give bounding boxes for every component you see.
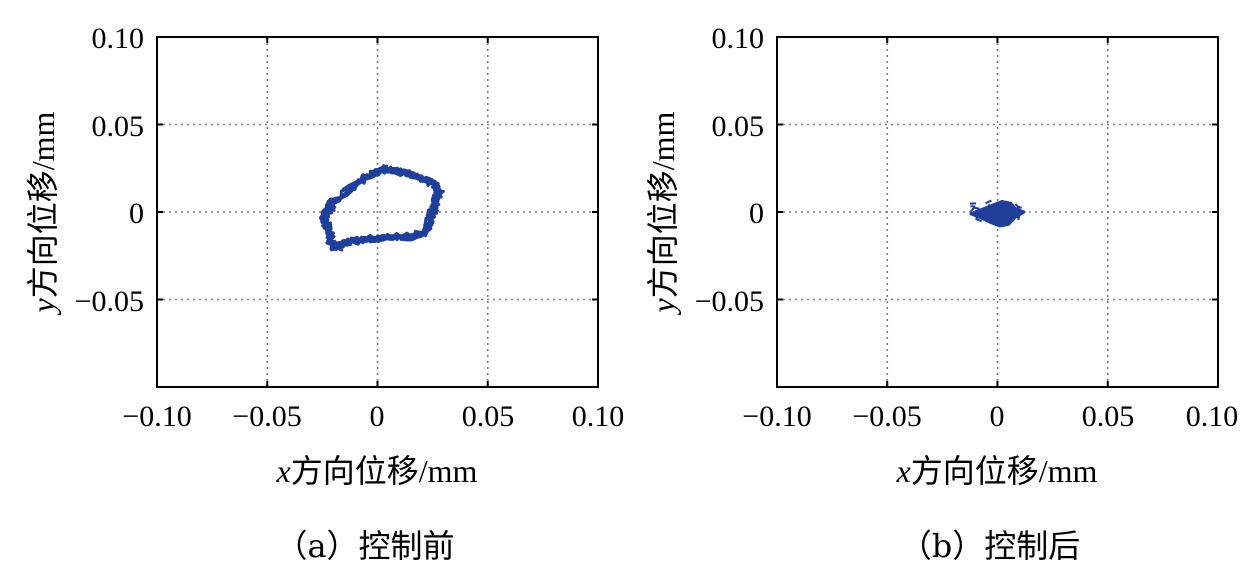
trajectory-trace	[987, 203, 991, 208]
data-a	[319, 164, 445, 252]
data-b	[969, 199, 1026, 228]
y-tick-label: 0.10	[92, 22, 145, 55]
trajectory-trace	[1014, 203, 1019, 208]
ticks-a	[156, 36, 599, 388]
y-tick-label: 0.10	[712, 22, 765, 55]
y-axis-label: y方向位移/mm	[25, 111, 61, 315]
trajectory-trace	[975, 217, 983, 223]
x-tick-label: 0	[990, 400, 1005, 433]
x-axis-text: 方向位移/mm	[911, 453, 1098, 489]
trajectory-trace	[320, 165, 442, 251]
x-tick-label: 0.05	[462, 400, 515, 433]
trajectory-trace	[1013, 213, 1020, 219]
y-axis-var: y	[25, 297, 61, 315]
x-tick-label: 0	[370, 400, 385, 433]
y-axis-var: y	[645, 297, 681, 315]
ticks-b	[776, 36, 1219, 388]
x-tick-label: −0.05	[852, 400, 921, 433]
x-axis-label: x方向位移/mm	[896, 453, 1098, 489]
x-axis-text: 方向位移/mm	[291, 453, 478, 489]
x-tick-label: 0.10	[572, 400, 625, 433]
trajectory-trace	[997, 216, 1005, 223]
panel-b: 0.10 0.05 0 −0.05 −0.10 −0.05 0 0.05 0.1…	[645, 22, 1238, 565]
trajectory-trace	[1001, 217, 1007, 221]
y-tick-label: −0.05	[75, 285, 144, 318]
trajectory-trace	[1003, 220, 1007, 224]
trajectory-trace	[1017, 205, 1022, 209]
trajectory-trace	[1007, 203, 1014, 210]
x-tick-label: −0.10	[122, 400, 191, 433]
caption-b: （b）控制后	[900, 527, 1081, 565]
caption-a: （a）控制前	[275, 527, 454, 565]
y-axis-text: 方向位移/mm	[645, 111, 681, 298]
trajectory-trace	[985, 199, 992, 205]
trajectory-trace	[984, 210, 992, 215]
x-axis-var: x	[896, 453, 911, 489]
y-axis-label: y方向位移/mm	[645, 111, 681, 315]
y-tick-label: 0	[749, 197, 764, 230]
trajectory-trace	[1000, 201, 1005, 205]
y-tick-label: −0.05	[695, 285, 764, 318]
trajectory-trace	[319, 166, 441, 251]
y-tick-label: 0	[129, 197, 144, 230]
y-axis-text: 方向位移/mm	[25, 111, 61, 298]
y-tick-label: 0.05	[92, 110, 145, 143]
trajectory-trace	[992, 203, 1000, 210]
grid-a	[157, 37, 598, 387]
x-tick-label: −0.05	[232, 400, 301, 433]
trajectory-trace	[969, 205, 977, 213]
trajectory-trace	[1000, 214, 1007, 219]
y-tick-label: 0.05	[712, 110, 765, 143]
x-tick-label: −0.10	[742, 400, 811, 433]
trajectory-trace	[976, 208, 983, 214]
panel-a: 0.10 0.05 0 −0.05 −0.10 −0.05 0 0.05 0.1…	[25, 22, 624, 565]
x-tick-label: 0.10	[1186, 400, 1239, 433]
x-tick-label: 0.05	[1082, 400, 1135, 433]
x-axis-var: x	[276, 453, 291, 489]
x-axis-label: x方向位移/mm	[276, 453, 478, 489]
trajectory-trace	[995, 217, 998, 223]
